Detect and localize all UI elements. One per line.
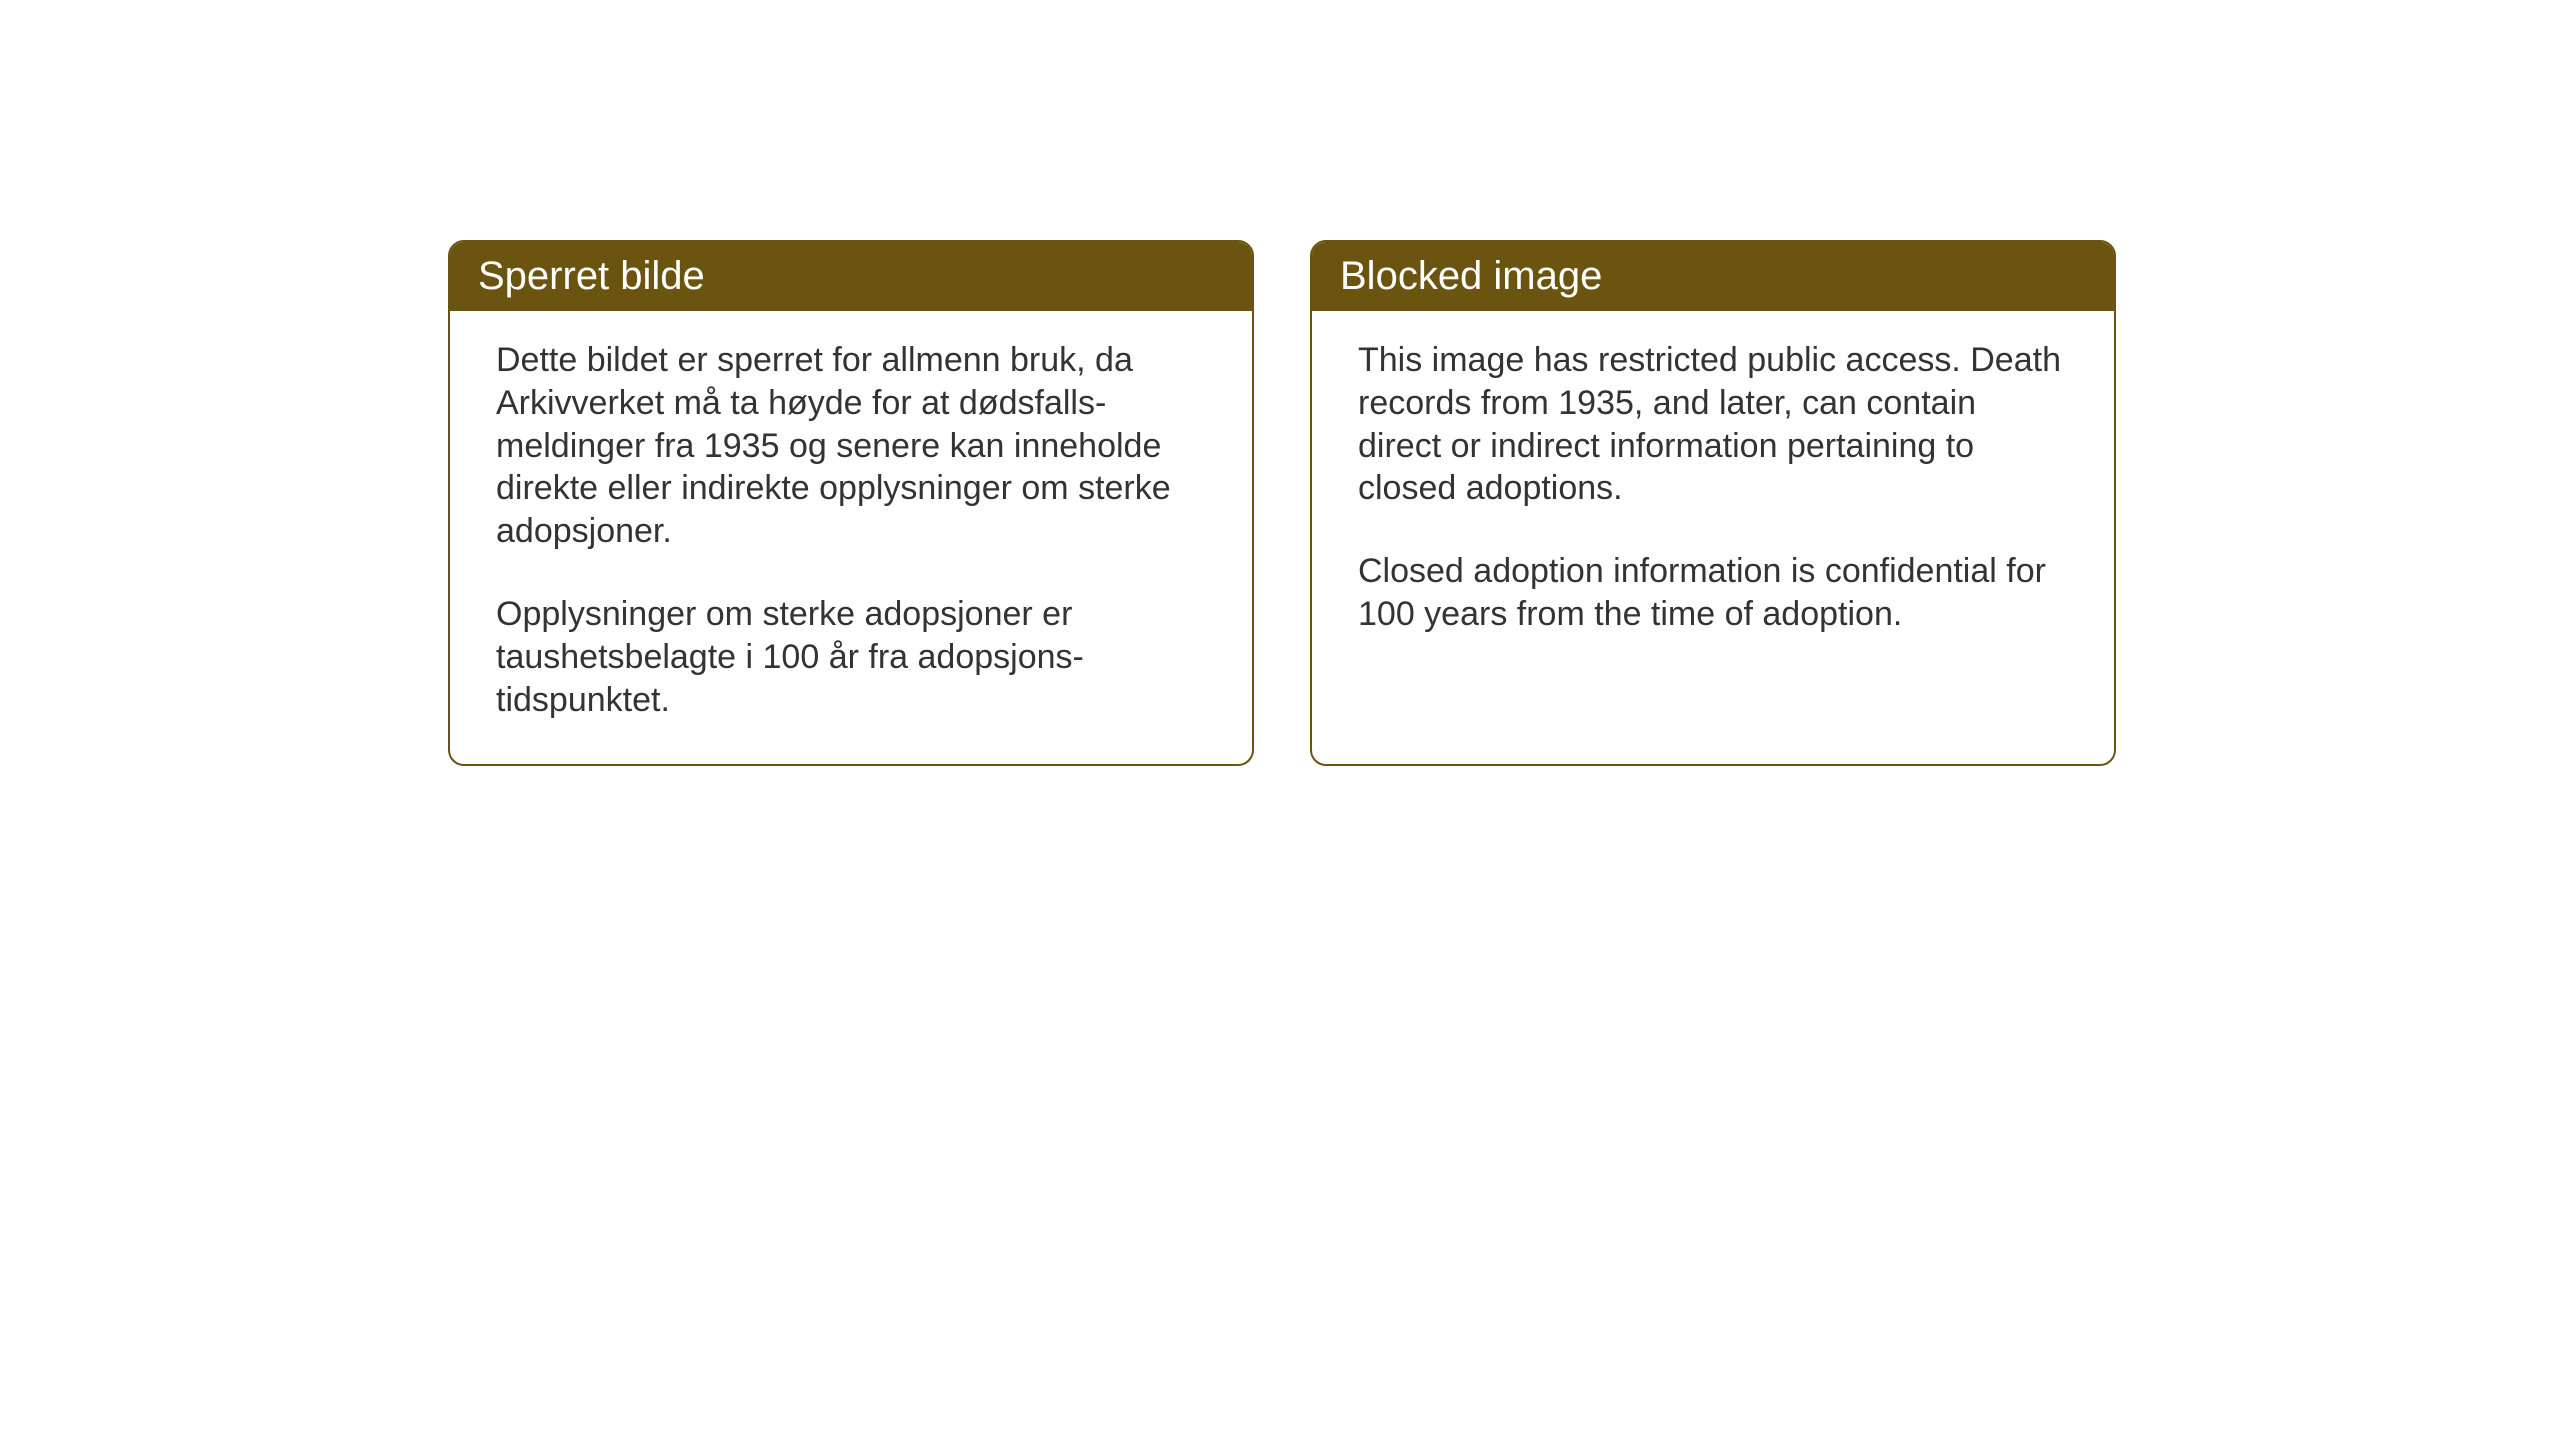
notice-paragraph-2-norwegian: Opplysninger om sterke adopsjoner er tau… <box>496 593 1206 721</box>
notice-container: Sperret bilde Dette bildet er sperret fo… <box>448 240 2116 766</box>
notice-body-english: This image has restricted public access.… <box>1312 311 2114 678</box>
notice-header-norwegian: Sperret bilde <box>450 242 1252 311</box>
notice-body-norwegian: Dette bildet er sperret for allmenn bruk… <box>450 311 1252 764</box>
notice-paragraph-2-english: Closed adoption information is confident… <box>1358 550 2068 636</box>
notice-paragraph-1-norwegian: Dette bildet er sperret for allmenn bruk… <box>496 339 1206 553</box>
notice-header-english: Blocked image <box>1312 242 2114 311</box>
notice-card-english: Blocked image This image has restricted … <box>1310 240 2116 766</box>
notice-title-norwegian: Sperret bilde <box>478 254 705 298</box>
notice-card-norwegian: Sperret bilde Dette bildet er sperret fo… <box>448 240 1254 766</box>
notice-paragraph-1-english: This image has restricted public access.… <box>1358 339 2068 510</box>
notice-title-english: Blocked image <box>1340 254 1602 298</box>
